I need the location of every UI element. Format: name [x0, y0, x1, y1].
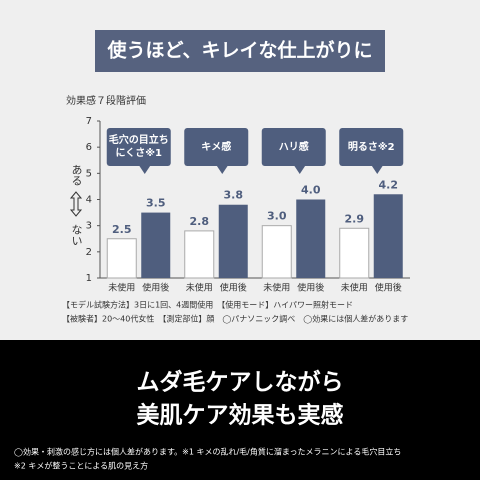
y-tick-label: 7: [86, 116, 92, 127]
value-label: 3.5: [146, 197, 166, 210]
y-tick-label: 4: [86, 195, 92, 206]
chart-title: 使うほど、キレイな仕上がりに: [106, 39, 372, 62]
headline: 美肌ケア効果も実感: [137, 402, 344, 429]
headline: ムダ毛ケアしながら: [137, 369, 344, 396]
bar: [141, 212, 171, 278]
y-label-bottom: ない: [70, 224, 83, 246]
y-tick-label: 3: [86, 221, 92, 232]
bar: [218, 204, 248, 278]
x-tick-label: 使用後: [220, 282, 247, 294]
y-tick-label: 6: [86, 142, 92, 153]
value-label: 2.8: [190, 215, 210, 228]
chart-note: 【モデル試験方法】3日に1回、4週間使用 【使用モード】ハイパワー照射モード: [62, 300, 353, 310]
value-label: 4.0: [301, 184, 321, 197]
bottom-background: [0, 340, 480, 480]
callout: 明るさ※2: [347, 141, 395, 153]
value-label: 2.5: [112, 223, 132, 236]
chart-subtitle: 効果感７段階評価: [66, 94, 146, 107]
value-label: 3.0: [267, 210, 287, 223]
x-tick-label: 使用後: [375, 282, 402, 294]
footnote: ◯効果・刺激の感じ方には個人差があります。※1 キメの乱れ/毛/角質に溜まったメ…: [14, 447, 401, 457]
bar: [106, 238, 137, 279]
x-tick-label: 使用後: [297, 282, 324, 294]
callout-pointer: [371, 165, 384, 174]
bar: [296, 199, 326, 278]
category-label: 毛穴の目立ちにくさ※1: [108, 135, 169, 159]
value-label: 4.2: [379, 178, 399, 191]
callout: 毛穴の目立ちにくさ※1: [108, 135, 169, 159]
bar: [373, 194, 403, 278]
callout-pointer: [293, 165, 306, 174]
value-label: 2.9: [345, 212, 365, 225]
title-banner: [95, 30, 385, 72]
category-label: ハリ感: [278, 141, 309, 153]
callout-pointer: [216, 165, 229, 174]
callout: キメ感: [201, 141, 232, 153]
y-tick-label: 1: [86, 273, 92, 284]
callout-box: [339, 128, 404, 166]
bar: [184, 230, 215, 279]
callout: ハリ感: [278, 141, 309, 153]
callout-box: [261, 128, 326, 166]
x-tick-label: 使用後: [142, 282, 169, 294]
y-tick-label: 2: [86, 247, 92, 258]
y-label-top: ある: [70, 164, 83, 186]
bar: [261, 225, 292, 279]
x-tick-label: 未使用: [108, 282, 135, 294]
x-tick-label: 未使用: [341, 282, 368, 294]
bar: [339, 227, 370, 279]
x-tick-label: 未使用: [263, 282, 290, 294]
y-arrow: [69, 191, 83, 217]
category-label: キメ感: [201, 141, 232, 153]
value-label: 3.8: [224, 189, 244, 202]
category-label: 明るさ※2: [347, 141, 395, 153]
callout-box: [106, 128, 171, 166]
y-tick-label: 5: [86, 168, 92, 179]
x-tick-label: 未使用: [186, 282, 213, 294]
footnote: ※2 キメが整うことによる肌の見え方: [14, 461, 148, 471]
callout-box: [184, 128, 249, 166]
chart-note: 【被験者】20〜40代女性 【測定部位】顔 ◯パナソニック調べ ◯効果には個人差…: [62, 314, 408, 324]
callout-pointer: [138, 165, 151, 174]
